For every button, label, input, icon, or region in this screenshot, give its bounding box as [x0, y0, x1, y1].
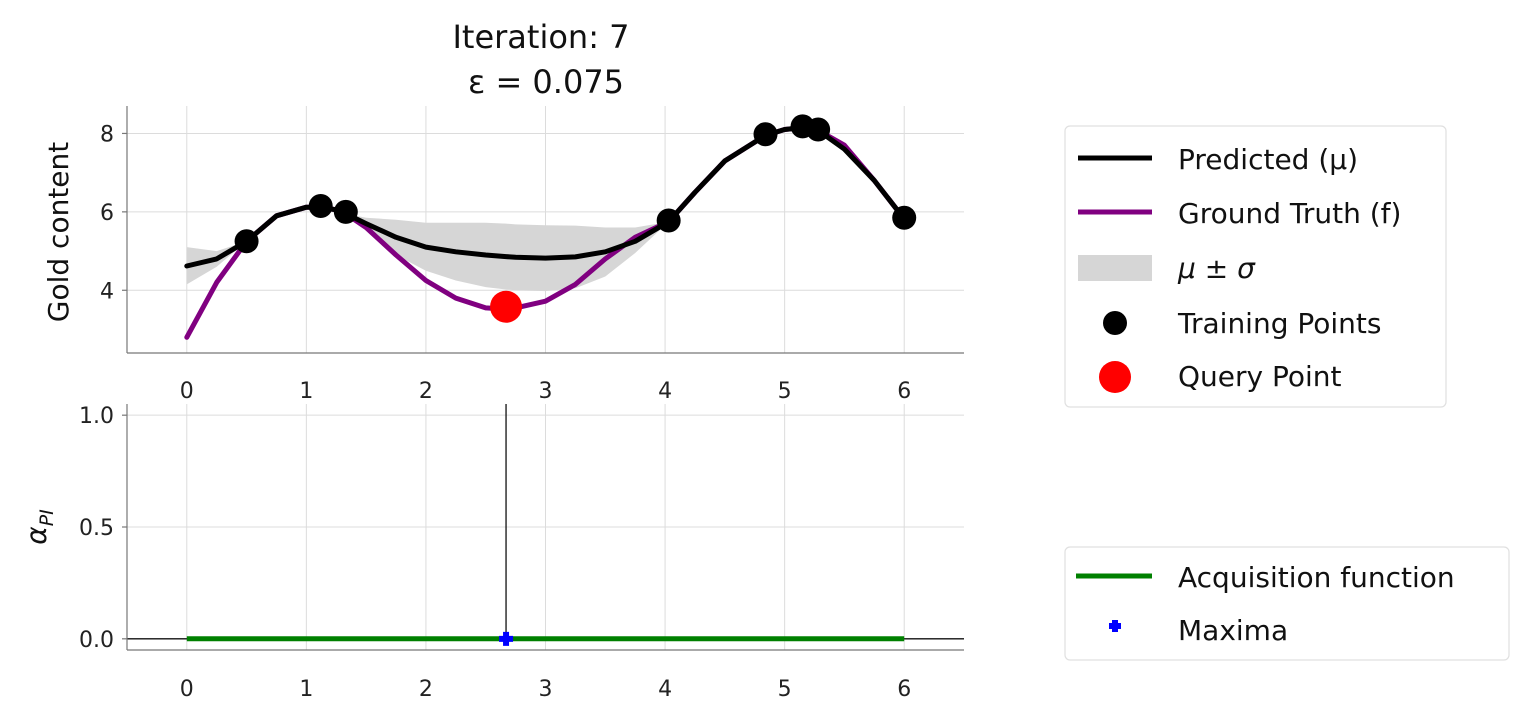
- legend-band-swatch: [1078, 255, 1152, 281]
- legend-bottom-frame: [1064, 546, 1510, 661]
- bottom-x-tick-label: 1: [299, 677, 313, 702]
- maxima-marker: [499, 631, 514, 646]
- legend-top: Predicted (μ) Ground Truth (f) μ ± σ Tra…: [1064, 125, 1447, 408]
- bottom-gridlines: [127, 404, 964, 650]
- alpha-subscript: PI: [36, 509, 58, 526]
- top-x-tick-label: 0: [180, 379, 194, 404]
- training-point-marker: [656, 208, 681, 233]
- legend-bottom: Acquisition function Maxima: [1064, 546, 1510, 661]
- bottom-x-tick-label: 5: [778, 677, 792, 702]
- top-y-tick-label: 6: [100, 201, 114, 226]
- bottom-y-tick-label: 0.5: [79, 516, 114, 541]
- chart-subtitle: ε = 0.075: [468, 63, 624, 101]
- legend-training-swatch: [1103, 311, 1127, 335]
- legend-acquisition-label: Acquisition function: [1178, 561, 1455, 594]
- bottom-series-lines: [127, 404, 964, 642]
- bottom-x-tick-label: 0: [180, 677, 194, 702]
- top-plot: Iteration: 7 ε = 0.075 0 1 2 3 4 5 6 4 6 8 Gold …: [42, 18, 964, 404]
- bottom-x-tick-label: 4: [658, 677, 672, 702]
- top-x-tick-label: 3: [539, 379, 553, 404]
- legend-maxima-label: Maxima: [1178, 614, 1288, 647]
- top-y-axis-label: Gold content: [42, 142, 75, 323]
- training-point-marker: [308, 193, 333, 218]
- legend-query-label: Query Point: [1178, 360, 1342, 393]
- top-x-tick-label: 5: [778, 379, 792, 404]
- top-y-tick-label: 4: [100, 279, 114, 304]
- legend-ground-truth-label: Ground Truth (f): [1178, 197, 1401, 230]
- bottom-x-ticks: 0 1 2 3 4 5 6: [180, 677, 911, 702]
- bottom-y-axis-label: αPI: [20, 509, 58, 545]
- top-x-ticks: 0 1 2 3 4 5 6: [180, 379, 911, 404]
- query-point-marker: [490, 290, 523, 323]
- top-x-tick-label: 2: [419, 379, 433, 404]
- bottom-points: [499, 631, 514, 646]
- training-point-marker: [753, 122, 778, 147]
- legend-maxima-swatch: [1109, 620, 1121, 632]
- training-point-marker: [806, 117, 831, 142]
- top-points: [234, 114, 917, 323]
- top-x-tick-label: 1: [299, 379, 313, 404]
- top-x-tick-label: 4: [658, 379, 672, 404]
- bottom-x-tick-label: 2: [419, 677, 433, 702]
- top-y-ticks: 4 6 8: [100, 122, 127, 304]
- top-y-tick-label: 8: [100, 122, 114, 147]
- training-point-marker: [892, 205, 917, 230]
- legend-top-frame: [1064, 125, 1447, 408]
- bottom-plot: 0 1 2 3 4 5 6 0.0 0.5 1.0 αPI: [20, 404, 964, 702]
- chart-title: Iteration: 7: [452, 18, 629, 56]
- legend-band-label: μ ± σ: [1177, 252, 1256, 285]
- top-x-tick-label: 6: [897, 379, 911, 404]
- bottom-x-tick-label: 6: [897, 677, 911, 702]
- alpha-symbol: α: [20, 526, 53, 545]
- bottom-y-ticks: 0.0 0.5 1.0: [79, 404, 127, 653]
- training-point-marker: [234, 229, 259, 254]
- bottom-y-tick-label: 1.0: [79, 404, 114, 429]
- bottom-x-tick-label: 3: [539, 677, 553, 702]
- legend-training-label: Training Points: [1177, 307, 1382, 340]
- bottom-y-tick-label: 0.0: [79, 628, 114, 653]
- legend-predicted-label: Predicted (μ): [1178, 143, 1358, 176]
- legend-query-swatch: [1099, 361, 1131, 393]
- training-point-marker: [333, 199, 358, 224]
